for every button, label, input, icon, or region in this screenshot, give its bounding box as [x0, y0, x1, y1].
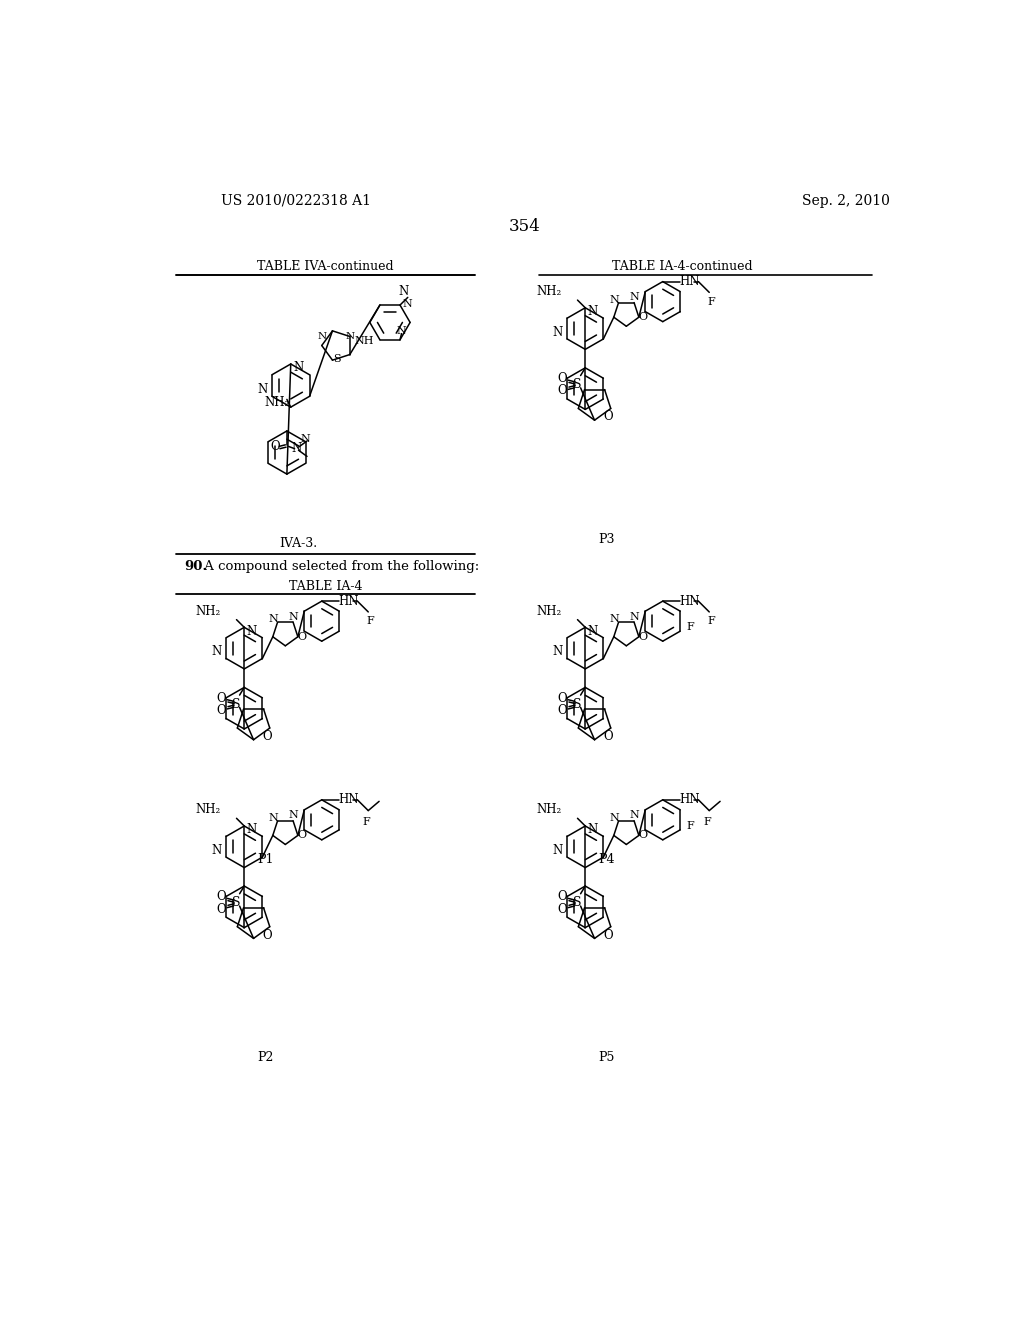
Text: N: N [552, 843, 562, 857]
Text: N: N [317, 331, 327, 341]
Text: F: F [703, 817, 712, 828]
Text: N: N [629, 292, 639, 302]
Text: N: N [257, 383, 267, 396]
Text: O: O [604, 730, 613, 743]
Text: O: O [557, 384, 567, 397]
Text: O: O [297, 632, 306, 642]
Text: NH₂: NH₂ [264, 396, 290, 409]
Text: US 2010/0222318 A1: US 2010/0222318 A1 [221, 194, 371, 207]
Text: HN: HN [338, 594, 358, 607]
Text: S: S [573, 896, 582, 909]
Text: F: F [366, 616, 374, 626]
Text: N: N [552, 326, 562, 339]
Text: HN: HN [679, 793, 699, 807]
Text: IVA-3.: IVA-3. [280, 537, 317, 550]
Text: N: N [268, 614, 279, 624]
Text: N: N [247, 824, 257, 837]
Text: N: N [293, 360, 304, 374]
Text: F: F [687, 821, 694, 832]
Text: O: O [557, 372, 567, 385]
Text: N: N [402, 298, 413, 309]
Text: S: S [334, 354, 341, 364]
Text: S: S [232, 896, 241, 909]
Text: F: F [707, 616, 715, 626]
Text: O: O [216, 903, 226, 916]
Text: P2: P2 [258, 1051, 274, 1064]
Text: N: N [588, 624, 598, 638]
Text: NH: NH [354, 335, 374, 346]
Text: O: O [216, 704, 226, 717]
Text: N: N [268, 813, 279, 824]
Text: O: O [604, 928, 613, 941]
Text: N: N [629, 611, 639, 622]
Text: N: N [301, 434, 310, 445]
Text: O: O [638, 312, 647, 322]
Text: NH₂: NH₂ [537, 804, 561, 816]
Text: A compound selected from the following:: A compound selected from the following: [200, 560, 479, 573]
Text: 354: 354 [509, 218, 541, 235]
Text: O: O [297, 830, 306, 841]
Text: HN: HN [679, 275, 699, 288]
Text: O: O [557, 903, 567, 916]
Text: S: S [573, 379, 582, 391]
Text: P1: P1 [258, 853, 274, 866]
Text: O: O [557, 890, 567, 903]
Text: O: O [604, 411, 613, 424]
Text: N: N [211, 843, 221, 857]
Text: P5: P5 [599, 1051, 615, 1064]
Text: HN: HN [679, 594, 699, 607]
Text: NH₂: NH₂ [537, 605, 561, 618]
Text: N: N [291, 442, 301, 455]
Text: N: N [396, 326, 407, 335]
Text: S: S [232, 698, 241, 711]
Text: F: F [707, 297, 715, 306]
Text: NH₂: NH₂ [537, 285, 561, 298]
Text: S: S [573, 698, 582, 711]
Text: O: O [557, 704, 567, 717]
Text: O: O [270, 440, 280, 453]
Text: F: F [687, 622, 694, 632]
Text: O: O [216, 890, 226, 903]
Text: N: N [609, 294, 620, 305]
Text: N: N [588, 824, 598, 837]
Text: NH₂: NH₂ [196, 605, 220, 618]
Text: P3: P3 [599, 533, 615, 546]
Text: P4: P4 [599, 853, 615, 866]
Text: N: N [211, 645, 221, 659]
Text: N: N [552, 645, 562, 659]
Text: N: N [609, 614, 620, 624]
Text: NH₂: NH₂ [196, 804, 220, 816]
Text: TABLE IVA-continued: TABLE IVA-continued [257, 260, 394, 273]
Text: N: N [398, 285, 409, 298]
Text: 90.: 90. [183, 560, 207, 573]
Text: N: N [588, 305, 598, 318]
Text: O: O [638, 830, 647, 841]
Text: N: N [288, 810, 298, 820]
Text: TABLE IA-4-continued: TABLE IA-4-continued [611, 260, 753, 273]
Text: O: O [557, 692, 567, 705]
Text: O: O [263, 928, 272, 941]
Text: F: F [362, 817, 371, 828]
Text: N: N [629, 810, 639, 820]
Text: O: O [638, 632, 647, 642]
Text: N: N [346, 331, 354, 341]
Text: TABLE IA-4: TABLE IA-4 [289, 579, 362, 593]
Text: N: N [288, 611, 298, 622]
Text: N: N [247, 624, 257, 638]
Text: N: N [609, 813, 620, 824]
Text: O: O [263, 730, 272, 743]
Text: O: O [216, 692, 226, 705]
Text: HN: HN [338, 793, 358, 807]
Text: Sep. 2, 2010: Sep. 2, 2010 [802, 194, 890, 207]
